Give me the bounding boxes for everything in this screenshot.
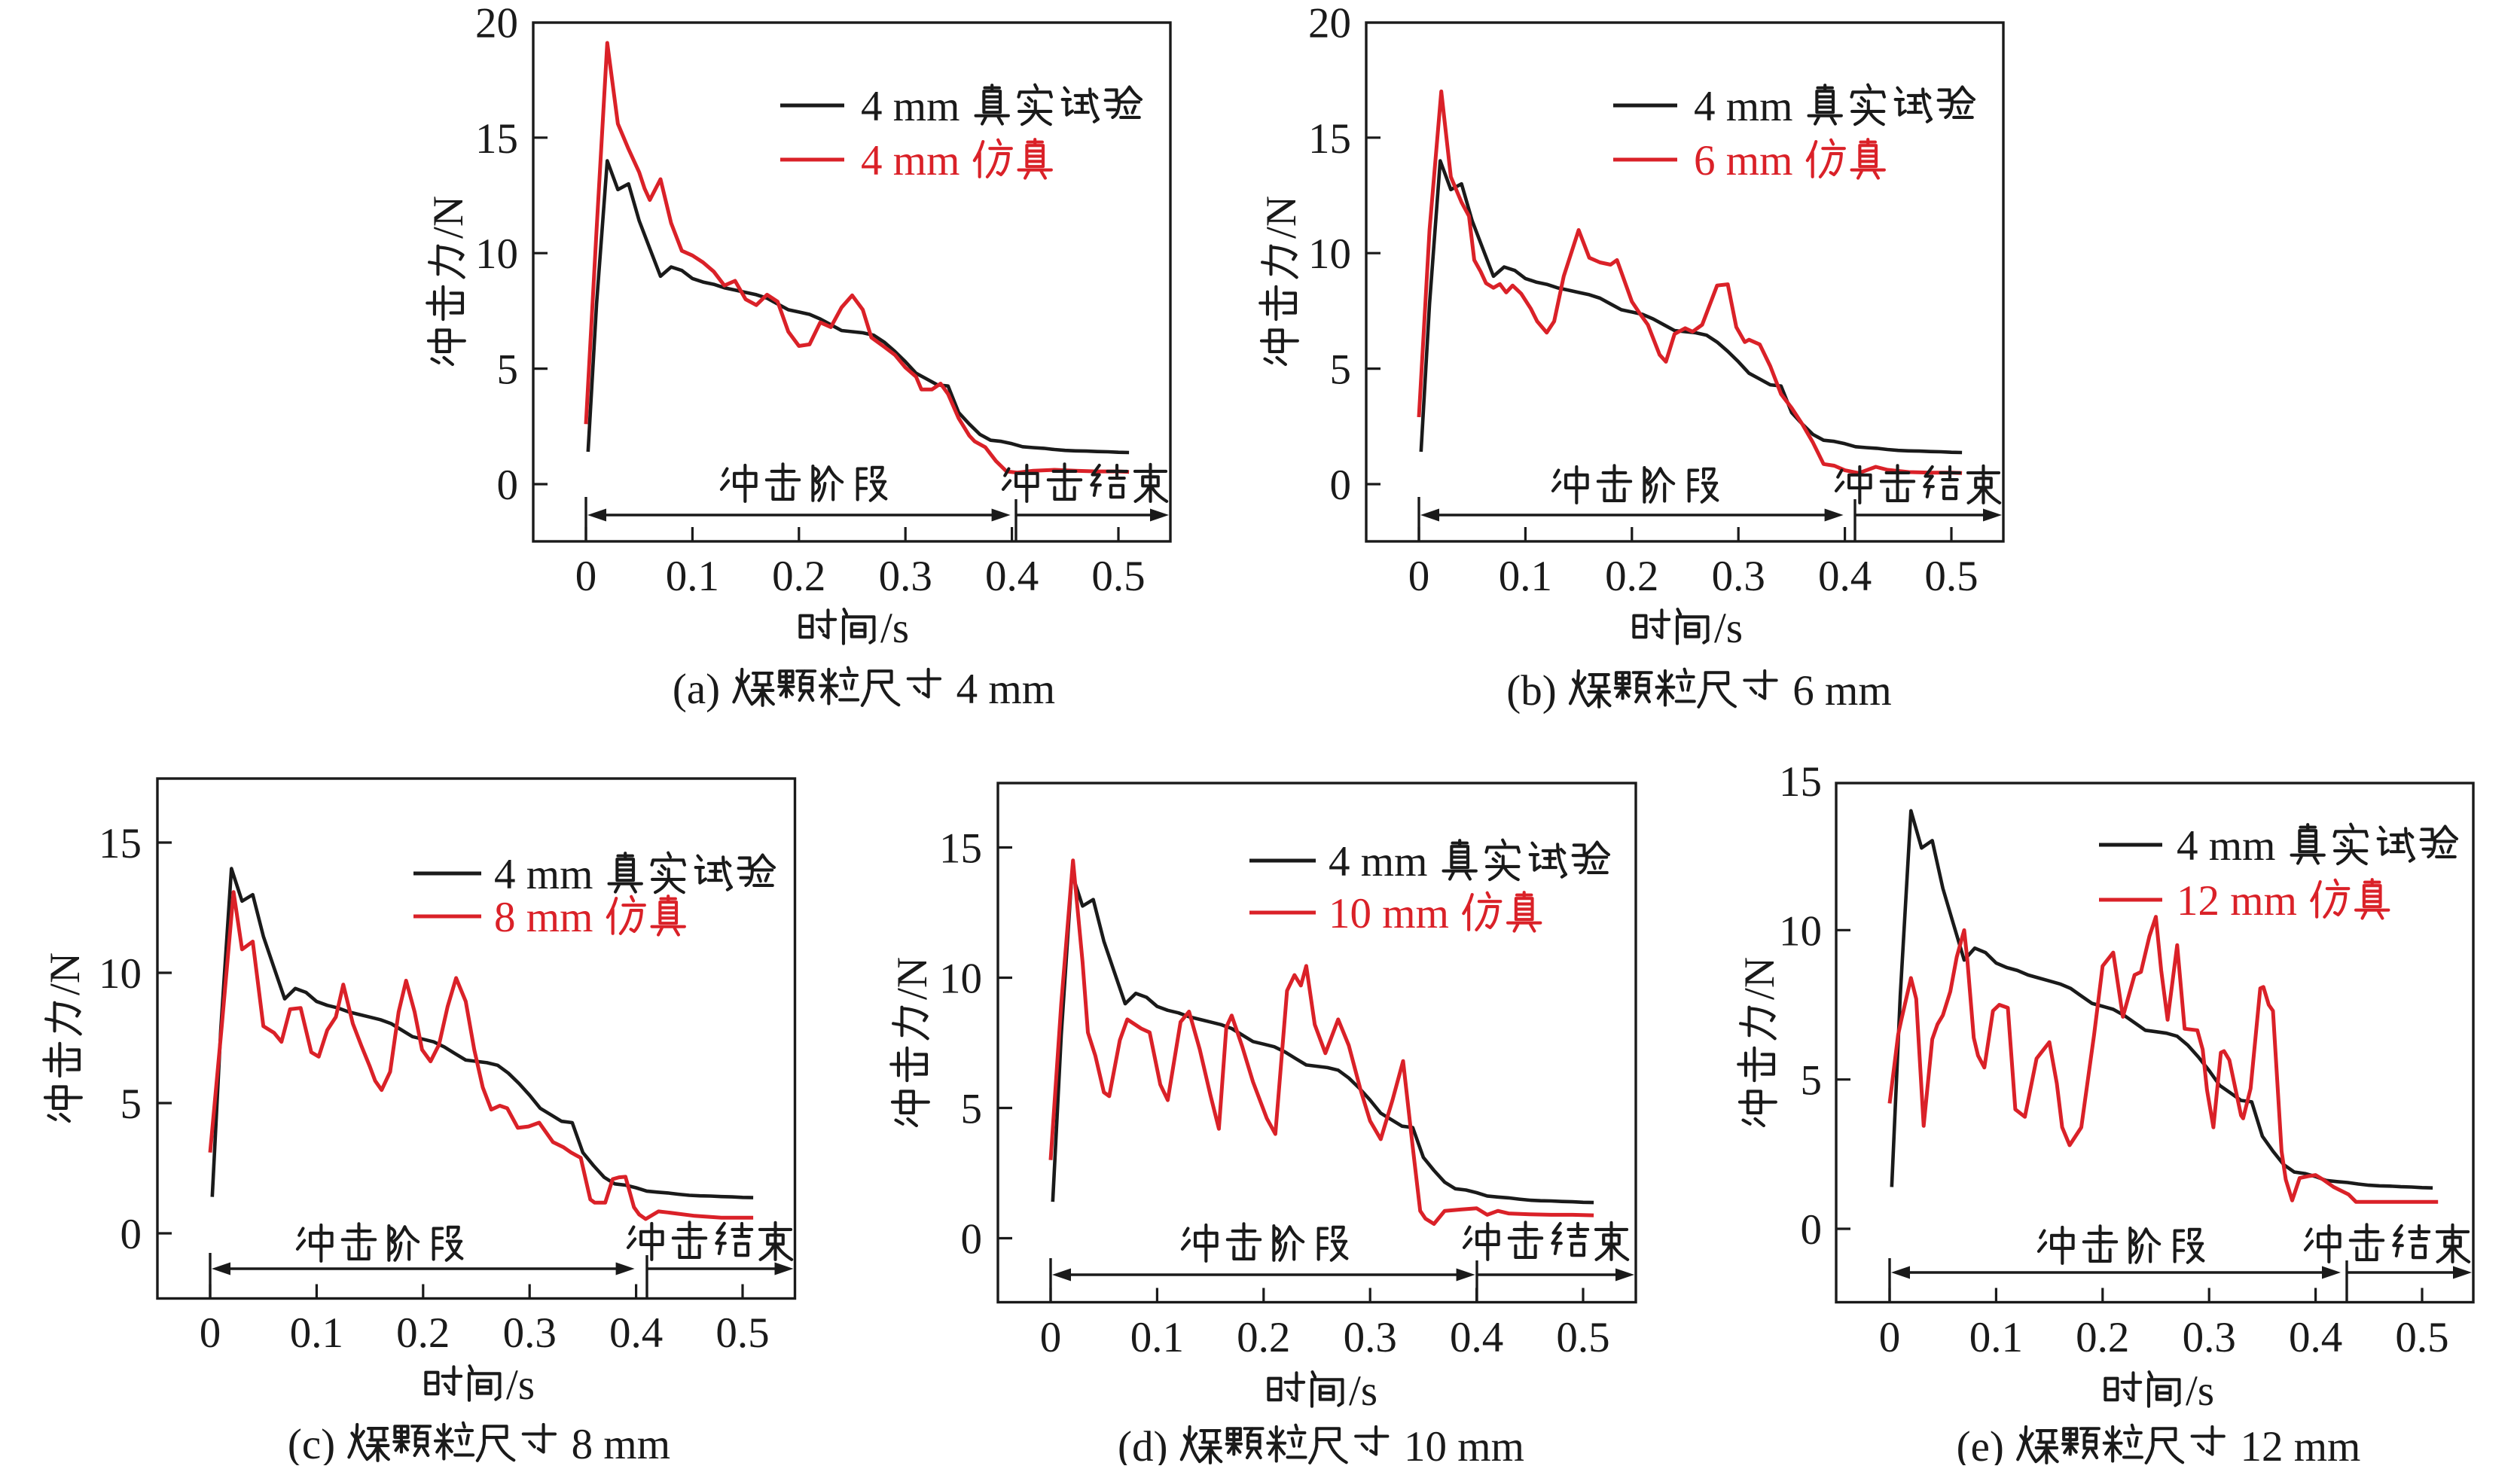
svg-text:8 mm: 8 mm: [560, 1421, 670, 1465]
svg-text:10 mm: 10 mm: [1393, 1423, 1524, 1465]
svg-text:12 mm: 12 mm: [2177, 877, 2308, 925]
svg-text:10: 10: [939, 955, 982, 1003]
svg-text:/s: /s: [1349, 1367, 1377, 1415]
svg-text:0.5: 0.5: [1924, 553, 1978, 600]
svg-text:0.5: 0.5: [2395, 1314, 2448, 1361]
svg-text:0.3: 0.3: [879, 553, 932, 600]
svg-text:0: 0: [961, 1216, 983, 1263]
svg-text:0.1: 0.1: [1499, 553, 1552, 600]
svg-text:15: 15: [1779, 758, 1822, 806]
svg-text:10: 10: [99, 950, 142, 998]
svg-text:0.4: 0.4: [1450, 1314, 1503, 1361]
svg-text:4 mm: 4 mm: [861, 83, 971, 130]
svg-text:0: 0: [1330, 462, 1352, 509]
svg-text:15: 15: [99, 820, 142, 867]
svg-text:/N: /N: [41, 952, 89, 995]
svg-text:4 mm: 4 mm: [945, 666, 1055, 713]
svg-text:0: 0: [497, 462, 519, 509]
svg-text:8 mm: 8 mm: [494, 894, 604, 941]
svg-text:0: 0: [1408, 553, 1430, 600]
svg-text:0.3: 0.3: [2183, 1314, 2236, 1361]
svg-text:/N: /N: [1258, 196, 1305, 239]
svg-text:5: 5: [1330, 346, 1352, 394]
svg-text:/N: /N: [425, 196, 472, 239]
svg-text:0.3: 0.3: [1344, 1314, 1397, 1361]
svg-text:10: 10: [475, 230, 518, 278]
svg-text:(b): (b): [1506, 667, 1567, 715]
svg-text:12 mm: 12 mm: [2229, 1423, 2360, 1465]
svg-text:0.4: 0.4: [2289, 1314, 2342, 1361]
svg-text:10: 10: [1779, 907, 1822, 955]
svg-text:15: 15: [1308, 115, 1351, 163]
svg-text:5: 5: [497, 346, 519, 394]
svg-text:4 mm: 4 mm: [1694, 83, 1804, 130]
svg-text:(c): (c): [288, 1421, 346, 1465]
svg-text:/s: /s: [2186, 1367, 2214, 1415]
svg-text:0.2: 0.2: [396, 1309, 450, 1357]
svg-text:0.1: 0.1: [1130, 1314, 1184, 1361]
svg-text:4 mm: 4 mm: [861, 137, 971, 184]
svg-text:10: 10: [1308, 230, 1351, 278]
svg-text:0.5: 0.5: [715, 1309, 769, 1357]
svg-text:0.1: 0.1: [290, 1309, 343, 1357]
svg-text:0: 0: [200, 1309, 221, 1357]
svg-text:15: 15: [475, 115, 518, 163]
svg-text:4 mm: 4 mm: [494, 851, 604, 898]
svg-text:(e): (e): [1957, 1423, 2015, 1465]
svg-text:5: 5: [1801, 1057, 1823, 1105]
svg-text:20: 20: [475, 0, 518, 47]
svg-text:/s: /s: [1714, 605, 1743, 652]
svg-text:5: 5: [121, 1080, 142, 1128]
svg-text:/s: /s: [880, 605, 909, 652]
svg-text:0: 0: [1879, 1314, 1901, 1361]
svg-text:0.4: 0.4: [1818, 553, 1872, 600]
svg-text:0.3: 0.3: [503, 1309, 557, 1357]
svg-text:0.3: 0.3: [1712, 553, 1765, 600]
svg-text:4 mm: 4 mm: [1329, 838, 1438, 885]
svg-text:0.2: 0.2: [1237, 1314, 1290, 1361]
svg-text:0.5: 0.5: [1091, 553, 1145, 600]
svg-text:15: 15: [939, 825, 982, 873]
svg-text:10 mm: 10 mm: [1329, 890, 1460, 937]
svg-text:0: 0: [1801, 1206, 1823, 1254]
svg-text:0.2: 0.2: [772, 553, 825, 600]
svg-text:6 mm: 6 mm: [1782, 667, 1892, 715]
svg-text:0.2: 0.2: [1605, 553, 1658, 600]
svg-text:0.4: 0.4: [985, 553, 1039, 600]
svg-text:0.1: 0.1: [666, 553, 719, 600]
svg-text:0.2: 0.2: [2076, 1314, 2129, 1361]
svg-text:0.5: 0.5: [1556, 1314, 1609, 1361]
svg-text:6 mm: 6 mm: [1694, 137, 1804, 184]
svg-text:(a): (a): [673, 666, 731, 713]
svg-text:4 mm: 4 mm: [2177, 822, 2287, 870]
svg-text:0: 0: [121, 1211, 142, 1258]
svg-text:0: 0: [1040, 1314, 1062, 1361]
svg-text:/s: /s: [506, 1361, 535, 1409]
svg-text:5: 5: [961, 1086, 983, 1133]
svg-text:/N: /N: [889, 957, 936, 1000]
svg-text:20: 20: [1308, 0, 1351, 47]
svg-text:(d): (d): [1118, 1423, 1179, 1465]
svg-text:/N: /N: [1736, 957, 1783, 1000]
svg-text:0.1: 0.1: [1969, 1314, 2023, 1361]
svg-text:0: 0: [575, 553, 597, 600]
svg-text:0.4: 0.4: [609, 1309, 663, 1357]
